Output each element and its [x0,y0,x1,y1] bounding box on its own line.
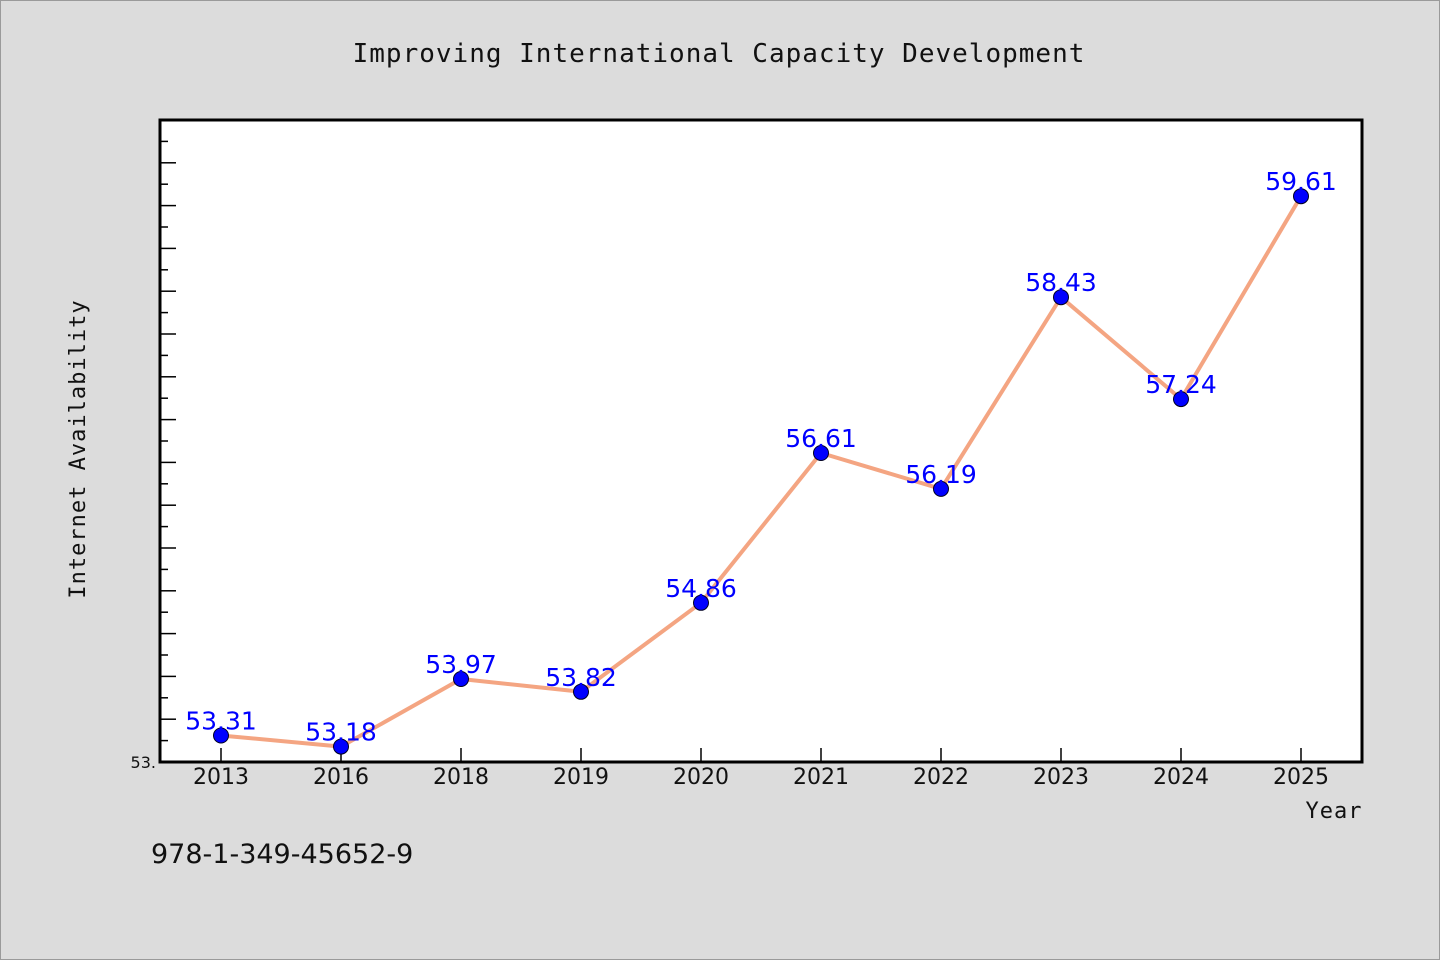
data-label: 56.19 [905,460,977,489]
data-label: 54.86 [665,574,737,603]
isbn-footer: 978-1-349-45652-9 [151,839,413,870]
data-point [813,445,829,461]
data-point [693,594,709,611]
data-label: 53.31 [185,707,257,736]
plot-area [158,118,1364,764]
x-tick-label: 2013 [193,765,249,790]
data-point [1053,289,1069,306]
data-point [933,480,949,497]
data-point [333,738,349,755]
x-tick-label: 2016 [313,765,369,790]
x-tick-label: 2019 [553,765,609,790]
x-axis-ticks: 2013 2016 2018 2019 2020 2021 2022 2023 2024 2025 [193,748,1329,790]
series-line [219,194,1303,749]
x-tick-label: 2025 [1273,765,1329,790]
data-label: 57.24 [1145,370,1217,399]
x-tick-label: 2022 [913,765,969,790]
data-label: 58.43 [1025,268,1097,297]
data-label: 59.61 [1265,167,1337,196]
data-label: 53.97 [425,650,497,679]
y-axis-ticks [160,119,176,763]
data-label: 53.82 [545,663,617,692]
data-label: 53.18 [305,718,377,747]
x-tick-label: 2020 [673,765,729,790]
x-tick-label: 2024 [1153,765,1209,790]
data-point [453,671,469,687]
x-tick-label: 2023 [1033,765,1089,790]
series-layer: 53.31 53.18 53.97 53.82 54.86 56.61 56.19 58.43… [185,167,1337,755]
chart-title: Improving International Capacity Develop… [353,39,1086,69]
data-label: 56.61 [785,424,857,453]
data-point [573,683,589,700]
x-axis-label: Year [1306,799,1363,824]
y-min-tick-label: 53. [131,753,156,772]
data-point [1173,391,1189,408]
data-point [213,727,229,744]
x-tick-label: 2021 [793,765,849,790]
y-axis-label: Internet Availability [66,299,91,598]
x-tick-label: 2018 [433,765,489,790]
data-point [1293,188,1309,205]
